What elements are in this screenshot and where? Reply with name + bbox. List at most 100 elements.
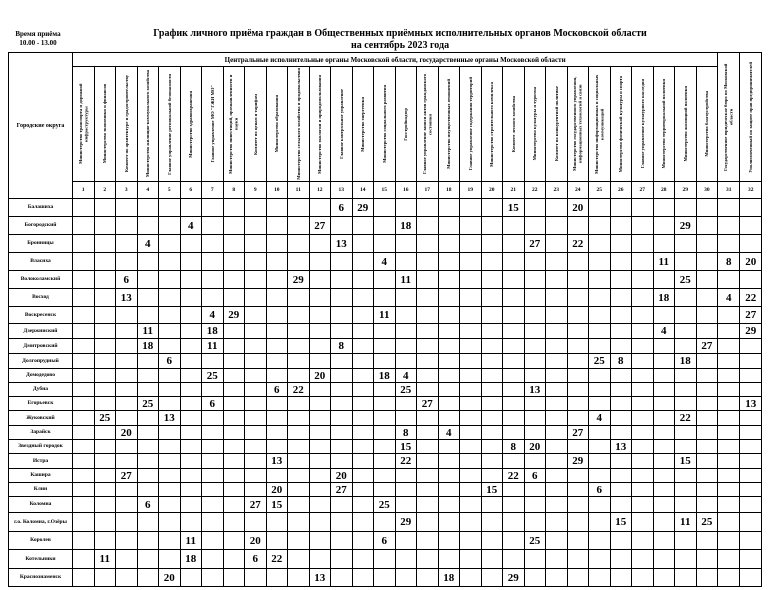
table-row: Дмитровский 18 11 8 27: [8, 338, 763, 354]
reception-day-cell: 6: [330, 198, 353, 217]
empty-cell: [244, 338, 267, 354]
reception-day-cell: 8: [717, 252, 741, 271]
org-header: Министерство жилищной политики: [674, 66, 697, 182]
empty-cell: [739, 568, 763, 587]
empty-cell: [717, 512, 741, 532]
empty-cell: [652, 306, 675, 324]
header-row-numbers: 1 2 3 4 5 6 7 8 9 10 11 12 13 14 15 16 17 18 19 20 21 22 23 24 2…: [9, 181, 763, 199]
org-header: Министерство здравоохранения: [179, 66, 202, 182]
empty-cell: [459, 512, 482, 532]
empty-cell: [244, 482, 267, 497]
org-name: Министерство здравоохранения: [188, 90, 193, 158]
empty-cell: [136, 468, 159, 483]
empty-cell: [222, 323, 245, 339]
table-row: Балашиха 6 29 15 20: [8, 198, 763, 217]
empty-cell: [179, 323, 202, 339]
empty-cell: [394, 568, 417, 587]
reception-day-cell: 20: [115, 425, 138, 440]
org-header: Министерство строительного комплекса: [480, 66, 503, 182]
empty-cell: [739, 410, 763, 426]
org-name: Министерство сельского хозяйства и продо…: [295, 68, 301, 180]
empty-cell: [72, 512, 95, 532]
empty-cell: [201, 270, 224, 289]
empty-cell: [287, 288, 310, 307]
empty-cell: [459, 531, 482, 550]
table-row: Бронницы 4 13 27 22: [8, 234, 763, 253]
empty-cell: [115, 453, 138, 469]
empty-cell: [179, 496, 202, 513]
table-row: Восход 13 18 4 22: [8, 288, 763, 307]
empty-cell: [609, 410, 632, 426]
empty-cell: [609, 216, 632, 235]
empty-cell: [631, 198, 654, 217]
org-name: Министерство инвестиций, промышленности …: [228, 74, 239, 174]
org-header: Министерство жилищно-коммунального хозяй…: [136, 66, 159, 182]
empty-cell: [674, 198, 697, 217]
org-number: 30: [695, 181, 719, 199]
empty-cell: [222, 382, 245, 397]
empty-cell: [222, 252, 245, 271]
empty-cell: [588, 496, 611, 513]
empty-cell: [739, 368, 763, 383]
reception-day-cell: 20: [523, 439, 546, 454]
reception-day-cell: 20: [330, 468, 353, 483]
empty-cell: [480, 270, 503, 289]
org-header: Министерство образования: [265, 66, 288, 182]
empty-cell: [287, 568, 310, 587]
empty-cell: [93, 512, 116, 532]
empty-cell: [222, 270, 245, 289]
empty-cell: [308, 288, 331, 307]
empty-cell: [588, 338, 611, 354]
empty-cell: [545, 353, 568, 369]
reception-day-cell: 8: [394, 425, 417, 440]
org-number: 9: [244, 181, 267, 199]
empty-cell: [158, 425, 181, 440]
reception-day-cell: 20: [308, 368, 331, 383]
empty-cell: [265, 198, 288, 217]
table-row: Истра 13 22 29 15: [8, 453, 763, 469]
reception-day-cell: 15: [394, 439, 417, 454]
empty-cell: [394, 198, 417, 217]
reception-day-cell: 6: [136, 496, 159, 513]
empty-cell: [158, 549, 181, 569]
empty-cell: [545, 468, 568, 483]
reception-day-cell: 8: [330, 338, 353, 354]
reception-day-cell: 22: [566, 234, 589, 253]
empty-cell: [222, 482, 245, 497]
reception-day-cell: 29: [674, 216, 697, 235]
org-number: 24: [566, 181, 589, 199]
empty-cell: [502, 216, 525, 235]
empty-cell: [480, 453, 503, 469]
empty-cell: [158, 252, 181, 271]
empty-cell: [502, 425, 525, 440]
empty-cell: [609, 396, 632, 411]
reception-day-cell: 6: [115, 270, 138, 289]
empty-cell: [609, 198, 632, 217]
org-number: 11: [287, 181, 310, 199]
empty-cell: [179, 198, 202, 217]
empty-cell: [394, 306, 417, 324]
district-name: Дзержинский: [8, 323, 73, 339]
empty-cell: [459, 323, 482, 339]
table-row: Воскресенск 4 29 11 27: [8, 306, 763, 324]
reception-day-cell: 13: [308, 568, 331, 587]
empty-cell: [373, 453, 396, 469]
empty-cell: [545, 234, 568, 253]
empty-cell: [136, 368, 159, 383]
empty-cell: [72, 410, 95, 426]
empty-cell: [674, 252, 697, 271]
empty-cell: [72, 568, 95, 587]
org-header: Комитет по архитектуре и градостроительс…: [115, 66, 138, 182]
empty-cell: [115, 568, 138, 587]
reception-day-cell: 15: [674, 453, 697, 469]
empty-cell: [631, 252, 654, 271]
empty-cell: [739, 216, 763, 235]
empty-cell: [265, 234, 288, 253]
empty-cell: [416, 512, 439, 532]
org-name: Министерство культуры и туризма: [532, 87, 537, 161]
reception-day-cell: 29: [502, 568, 525, 587]
empty-cell: [351, 496, 374, 513]
table-row: Котельники 11 18 6 22: [8, 549, 763, 569]
empty-cell: [330, 568, 353, 587]
empty-cell: [308, 410, 331, 426]
